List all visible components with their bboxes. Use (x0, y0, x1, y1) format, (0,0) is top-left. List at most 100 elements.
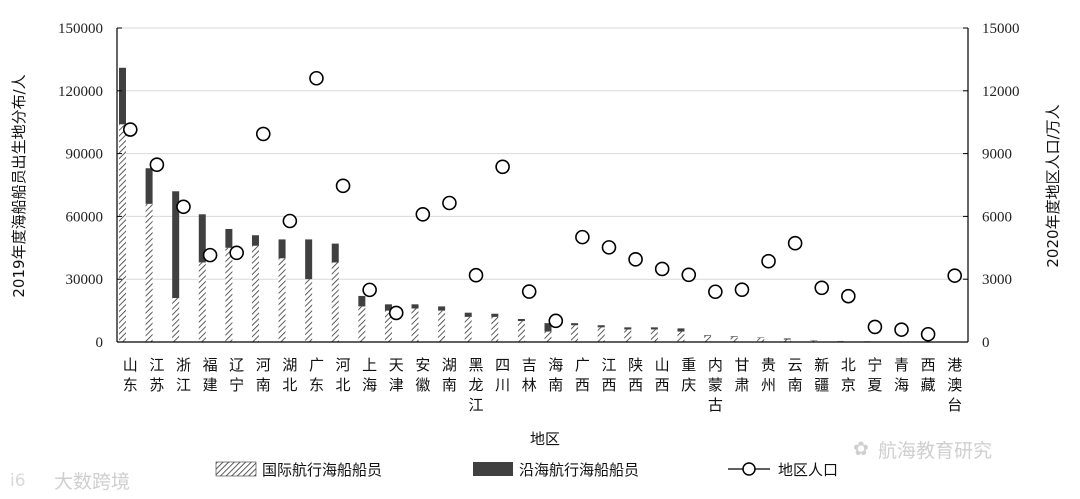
x-category-label: 陕西 (628, 356, 643, 394)
population-markers (122, 70, 963, 342)
x-category-label: 四川 (495, 356, 510, 394)
population-marker (575, 229, 590, 245)
left-y-tick-label: 0 (96, 335, 104, 351)
population-marker (335, 178, 351, 194)
population-marker (495, 159, 510, 175)
right-y-tick-labels: 0 3000 6000 9000 12000 15000 (982, 21, 1020, 351)
population-marker (309, 70, 324, 86)
left-y-tick-label: 120000 (58, 84, 103, 100)
right-y-tick-label: 9000 (982, 147, 1012, 163)
watermark-right: ✿ 航海教育研究 (853, 438, 992, 462)
bar-international (438, 310, 446, 342)
right-y-axis-title: 2020年度地区人口/万人 (1044, 104, 1062, 267)
x-category-label: 辽宁 (229, 356, 244, 394)
bar-international (331, 262, 339, 342)
population-marker (867, 319, 883, 335)
population-marker (149, 157, 165, 172)
bar-coastal (198, 214, 206, 263)
right-y-tick-label: 0 (982, 335, 990, 351)
x-category-label: 广东 (309, 356, 324, 394)
x-category-label: 湖南 (442, 356, 457, 394)
bar-coastal (491, 313, 499, 317)
left-y-tick-label: 90000 (66, 147, 104, 163)
left-y-tick-label: 30000 (66, 272, 104, 288)
population-marker (628, 252, 643, 267)
bar-international (464, 316, 472, 342)
x-category-label: 福建 (203, 356, 218, 394)
bar-coastal (624, 327, 632, 330)
population-marker (814, 280, 830, 296)
population-marker (787, 235, 803, 251)
x-category-label: 吉林 (522, 356, 537, 394)
population-marker (841, 288, 856, 304)
grid-lines (117, 27, 968, 280)
legend-label-international: 国际航行海船船员 (262, 461, 382, 479)
bar-international (172, 298, 180, 342)
x-category-labels: 山东江苏浙江福建辽宁河南湖北广东河北上海天津安徽湖南黑龙江四川吉林海南广西江西陕… (123, 356, 962, 414)
x-category-label: 山西 (655, 356, 670, 394)
axes (116, 27, 969, 343)
population-marker (708, 284, 723, 300)
legend-swatch-international (215, 461, 257, 477)
legend-marker-population (742, 462, 756, 476)
x-category-label: 天津 (389, 356, 404, 394)
population-marker (282, 213, 298, 229)
wechat-icon: ✿ (853, 438, 869, 460)
population-marker (442, 195, 457, 211)
bar-coastal (597, 325, 605, 328)
bar-international (783, 339, 791, 342)
bar-series (119, 67, 924, 342)
bar-international (517, 321, 525, 342)
legend-swatch-coastal (473, 462, 513, 476)
bar-coastal (517, 318, 525, 322)
bar-coastal (650, 327, 658, 330)
x-category-label: 山东 (123, 356, 138, 394)
bar-coastal (145, 168, 153, 204)
population-marker (415, 207, 431, 222)
population-marker (681, 267, 697, 283)
bar-coastal (704, 335, 712, 336)
bar-coastal (677, 328, 685, 332)
bar-coastal (172, 191, 180, 299)
x-category-label: 河北 (336, 356, 351, 394)
x-category-label: 内蒙古 (708, 356, 723, 414)
bar-international (225, 247, 233, 342)
x-category-label: 北京 (841, 356, 856, 394)
left-y-tick-label: 60000 (66, 209, 104, 225)
bar-international (305, 279, 313, 342)
x-category-label: 湖北 (282, 356, 297, 394)
bar-coastal (119, 67, 126, 125)
watermark-left-logo: i6 (10, 471, 26, 491)
bar-coastal (384, 304, 392, 311)
x-category-label: 宁夏 (867, 356, 882, 394)
bar-international (571, 325, 579, 342)
bar-coastal (278, 239, 286, 259)
population-marker (654, 261, 670, 277)
bar-coastal (730, 336, 738, 337)
bar-coastal (544, 323, 552, 332)
right-y-tick-label: 15000 (982, 21, 1020, 37)
legend-label-population: 地区人口 (778, 461, 838, 479)
bar-international (730, 336, 738, 342)
bar-international (384, 310, 392, 342)
left-y-tick-labels: 0 30000 60000 90000 120000 150000 (58, 21, 103, 351)
x-category-label: 上海 (362, 356, 377, 394)
watermark-left: i6 大数跨境 (10, 471, 130, 493)
x-category-label: 江苏 (149, 356, 164, 394)
x-category-label: 广西 (575, 356, 590, 394)
bar-international (119, 124, 126, 342)
population-marker (255, 126, 271, 142)
bar-coastal (225, 228, 233, 248)
bar-coastal (571, 323, 579, 326)
population-marker (894, 322, 909, 337)
bar-international (757, 337, 765, 342)
left-y-axis-title: 2019年度海船船员出生地分布/人 (10, 74, 28, 297)
population-marker (202, 247, 218, 263)
watermark-left-text: 大数跨境 (54, 471, 130, 493)
population-marker (947, 268, 963, 283)
bar-coastal (305, 239, 313, 280)
x-category-label: 安徽 (415, 356, 430, 394)
right-y-tick-label: 6000 (982, 209, 1012, 225)
population-marker (122, 122, 138, 137)
